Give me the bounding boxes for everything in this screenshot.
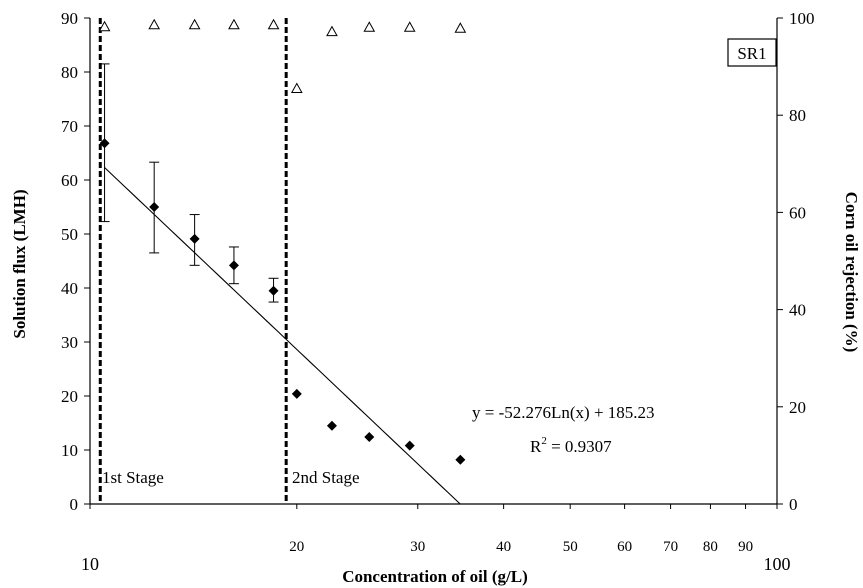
y-tick-label: 80 xyxy=(61,63,78,82)
y-tick-label: 0 xyxy=(70,495,79,514)
r-squared-value: = 0.9307 xyxy=(547,437,612,456)
axes: 0 10 20 30 40 50 60 70 80 90 0 20 40 60 80 100 10 20 30 40 5… xyxy=(61,9,815,574)
y2-tick-label: 60 xyxy=(789,203,806,222)
rejection-point xyxy=(229,20,239,29)
rejection-point xyxy=(405,22,415,31)
x-tick-label: 70 xyxy=(663,539,678,555)
y-tick-label: 70 xyxy=(61,117,78,136)
flux-point xyxy=(229,260,239,270)
series-tag: SR1 xyxy=(737,44,766,63)
x-tick-label: 40 xyxy=(496,539,511,555)
flux-point xyxy=(190,234,200,244)
rejection-point xyxy=(364,22,374,31)
x-axis-title: Concentration of oil (g/L) xyxy=(342,567,528,586)
x-tick-label: 60 xyxy=(617,539,632,555)
x-tick-label: 90 xyxy=(738,539,753,555)
x-tick-label: 80 xyxy=(703,539,718,555)
flux-point xyxy=(292,389,302,399)
rejection-point xyxy=(292,83,302,92)
trendline-equation: y = -52.276Ln(x) + 185.23 xyxy=(472,403,655,422)
flux-point xyxy=(405,441,415,451)
y-tick-label: 90 xyxy=(61,9,78,28)
rejection-point xyxy=(149,20,159,29)
trendline xyxy=(105,168,461,504)
r-squared-r: R xyxy=(530,437,542,456)
rejection-point xyxy=(455,23,465,32)
x-tick-label: 30 xyxy=(410,539,425,555)
flux-point xyxy=(327,421,337,431)
y-tick-label: 30 xyxy=(61,333,78,352)
stage-label-1: 1st Stage xyxy=(102,468,164,487)
x-tick-label: 50 xyxy=(563,539,578,555)
y-tick-label: 20 xyxy=(61,387,78,406)
flux-point xyxy=(269,286,279,296)
y-tick-label: 40 xyxy=(61,279,78,298)
y2-axis-title: Corn oil rejection (%) xyxy=(842,192,861,353)
x-tick-label: 20 xyxy=(289,539,304,555)
y2-tick-label: 0 xyxy=(789,495,798,514)
y-tick-label: 50 xyxy=(61,225,78,244)
y2-tick-label: 80 xyxy=(789,106,806,125)
error-bars xyxy=(100,64,279,302)
stage-dividers xyxy=(100,18,286,504)
r-squared-label: R2 = 0.9307 xyxy=(530,435,612,456)
rejection-point xyxy=(269,20,279,29)
y-tick-label: 10 xyxy=(61,441,78,460)
y2-tick-label: 40 xyxy=(789,301,806,320)
stage-label-2: 2nd Stage xyxy=(292,468,360,487)
rejection-point xyxy=(327,27,337,36)
y2-tick-label: 20 xyxy=(789,398,806,417)
flux-point xyxy=(364,432,374,442)
x-tick-label: 10 xyxy=(81,554,99,574)
flux-point xyxy=(455,455,465,465)
y-tick-label: 60 xyxy=(61,171,78,190)
y-axis-title: Solution flux (LMH) xyxy=(10,189,29,338)
rejection-point xyxy=(190,20,200,29)
x-tick-label: 100 xyxy=(764,554,791,574)
trendline-group xyxy=(105,168,461,504)
y2-tick-label: 100 xyxy=(789,9,815,28)
